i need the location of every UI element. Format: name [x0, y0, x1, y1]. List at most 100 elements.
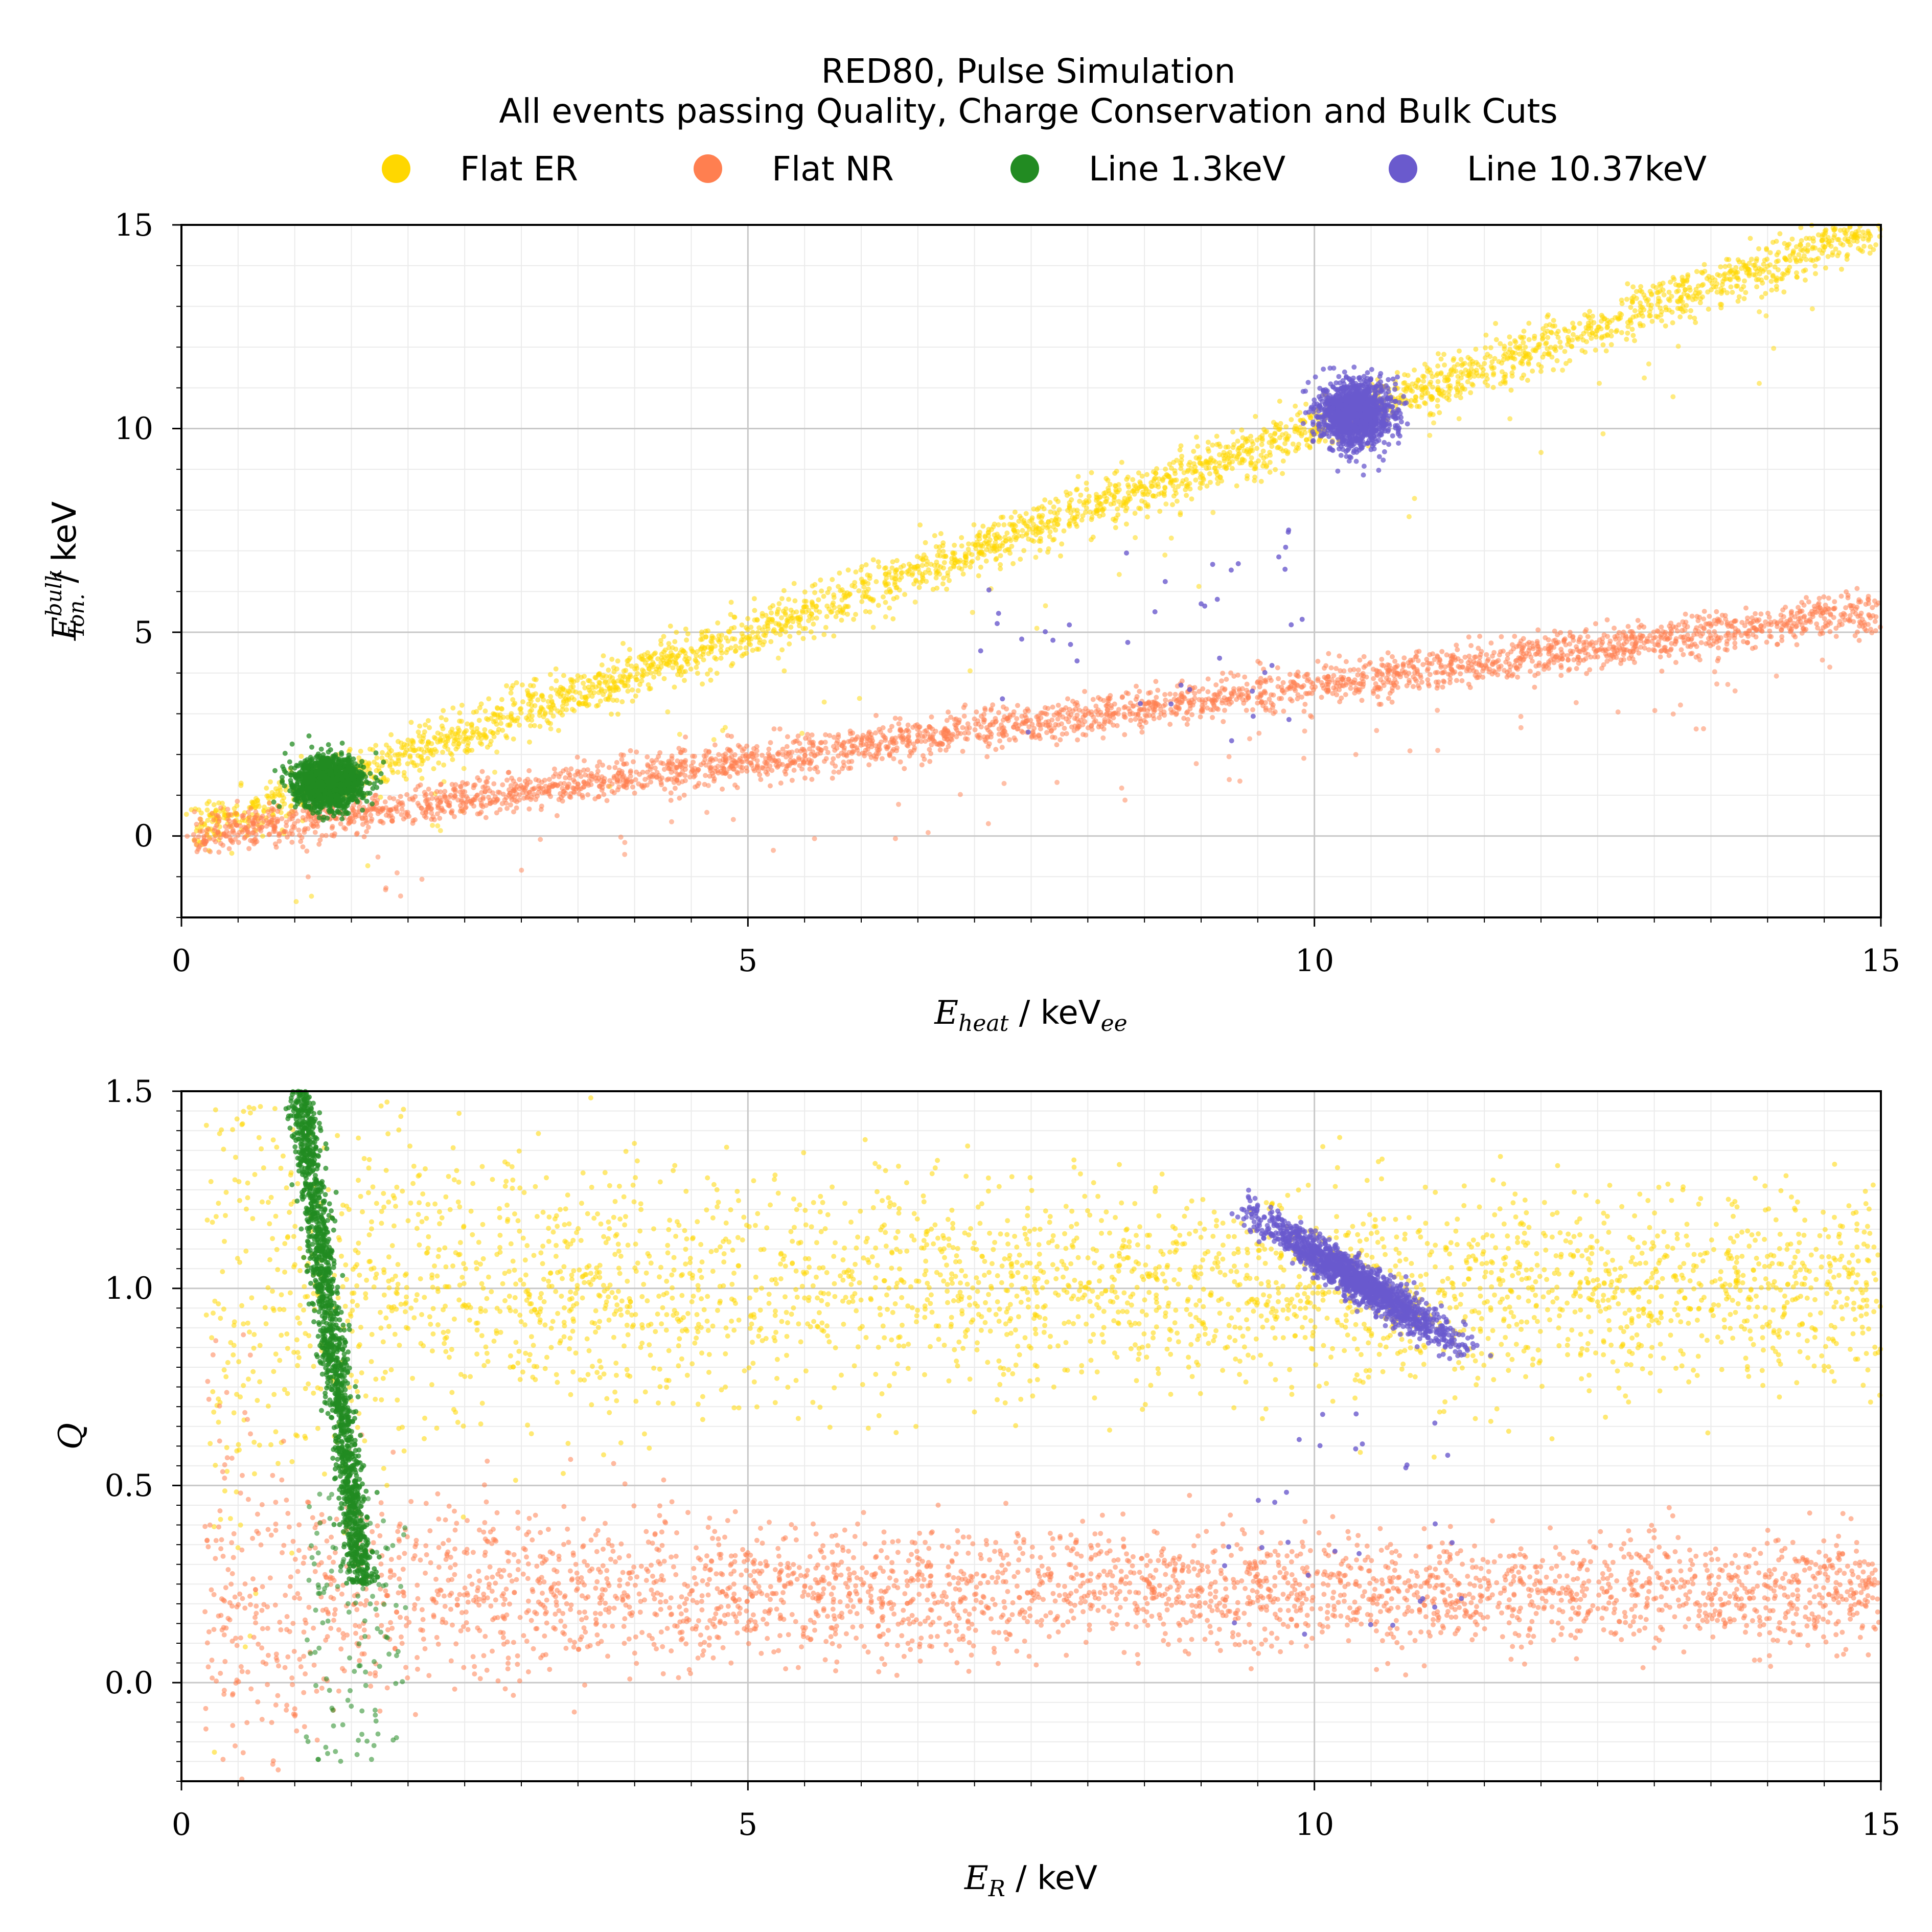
point-flat-nr: [778, 780, 784, 786]
point-flat-er: [1422, 361, 1428, 367]
point-flat-er: [1033, 532, 1039, 538]
point-flat-er: [708, 677, 714, 683]
point-flat-er: [1290, 441, 1296, 447]
point-flat-nr: [1378, 702, 1384, 707]
point-flat-er: [779, 596, 785, 602]
point-flat-er: [1523, 354, 1529, 359]
point-flat-er: [1003, 538, 1008, 544]
point-flat-er: [932, 563, 937, 568]
point-flat-er: [1151, 469, 1156, 475]
point-flat-er: [1442, 362, 1447, 368]
point-flat-nr: [1334, 692, 1340, 698]
point-flat-er: [1033, 555, 1039, 560]
point-flat-er: [853, 612, 858, 617]
point-flat-er: [851, 616, 857, 622]
point-flat-nr: [1533, 663, 1539, 669]
point-flat-er: [1787, 258, 1793, 263]
point-flat-er: [1212, 465, 1218, 471]
point-flat-nr: [809, 776, 815, 782]
point-flat-nr: [1337, 653, 1342, 659]
point-flat-er: [1422, 401, 1428, 406]
point-flat-er: [1521, 329, 1527, 334]
point-flat-er: [1634, 295, 1639, 301]
point-flat-er: [774, 611, 780, 617]
point-flat-er: [1038, 519, 1044, 525]
point-flat-er: [1697, 300, 1703, 306]
point-flat-er: [1453, 369, 1459, 374]
point-flat-er: [883, 600, 888, 605]
point-flat-er: [923, 540, 928, 545]
point-flat-er: [429, 741, 434, 746]
point-flat-nr: [707, 773, 712, 779]
point-flat-er: [615, 658, 620, 664]
point-flat-er: [916, 585, 922, 590]
point-flat-er: [811, 635, 817, 640]
point-flat-er: [1567, 358, 1573, 363]
point-flat-er: [803, 609, 809, 615]
point-flat-er: [393, 762, 398, 767]
point-flat-nr: [1151, 709, 1157, 714]
point-flat-nr: [732, 752, 738, 757]
point-flat-er: [595, 673, 601, 678]
point-flat-er: [407, 753, 413, 758]
point-flat-nr: [789, 777, 795, 783]
point-flat-er: [918, 556, 924, 561]
point-flat-er: [1458, 357, 1464, 362]
point-flat-er: [1545, 351, 1551, 357]
point-flat-nr: [248, 806, 254, 811]
point-flat-er: [628, 674, 633, 679]
point-flat-er: [1084, 505, 1089, 511]
point-flat-er: [569, 679, 574, 685]
point-flat-er: [725, 647, 730, 652]
point-flat-er: [1655, 314, 1661, 320]
point-flat-er: [738, 645, 743, 651]
point-flat-nr: [1510, 672, 1516, 677]
point-flat-er: [1706, 306, 1711, 312]
point-flat-er: [1774, 287, 1779, 292]
point-flat-er: [625, 662, 630, 668]
point-flat-nr: [1716, 638, 1722, 643]
point-flat-er: [767, 605, 773, 611]
point-flat-er: [1280, 471, 1285, 476]
point-flat-er: [1512, 338, 1517, 343]
point-flat-er: [577, 700, 582, 705]
point-flat-er: [451, 738, 457, 744]
point-flat-nr: [1131, 703, 1136, 709]
point-flat-er: [1040, 525, 1046, 530]
point-flat-er: [1111, 516, 1116, 522]
point-flat-er: [1793, 259, 1799, 265]
point-flat-er: [1707, 278, 1713, 283]
point-flat-er: [1061, 528, 1067, 534]
point-flat-er: [969, 560, 974, 565]
point-flat-nr: [185, 834, 190, 839]
point-flat-er: [1041, 506, 1047, 512]
point-flat-er: [934, 585, 940, 591]
point-flat-er: [1171, 459, 1177, 465]
point-flat-nr: [1792, 614, 1798, 619]
point-flat-er: [435, 739, 441, 745]
point-flat-nr: [896, 721, 902, 727]
point-flat-nr: [1099, 712, 1105, 718]
point-flat-er: [584, 703, 590, 708]
point-flat-er: [1835, 253, 1841, 259]
point-flat-er: [1868, 244, 1873, 249]
point-flat-er: [1047, 500, 1053, 505]
point-flat-er: [887, 589, 893, 595]
point-flat-nr: [596, 759, 602, 765]
point-flat-nr: [1466, 681, 1471, 687]
point-flat-nr: [511, 809, 516, 815]
point-flat-er: [1002, 548, 1008, 554]
point-flat-er: [1862, 233, 1868, 239]
point-flat-nr: [462, 810, 467, 815]
point-flat-er: [1757, 309, 1762, 314]
point-flat-er: [1644, 298, 1649, 304]
point-flat-er: [450, 730, 455, 736]
point-flat-nr: [196, 834, 201, 840]
point-flat-er: [1774, 259, 1779, 264]
point-flat-er: [1735, 298, 1741, 304]
point-flat-er: [808, 629, 814, 635]
point-flat-er: [1144, 514, 1150, 520]
point-flat-er: [1551, 367, 1556, 373]
point-flat-er: [668, 624, 673, 629]
point-flat-er: [1608, 342, 1614, 348]
